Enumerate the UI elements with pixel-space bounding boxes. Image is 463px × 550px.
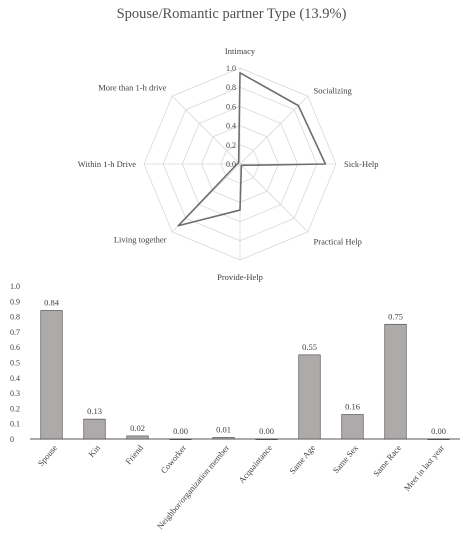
bar-category-label: Friend <box>123 442 145 466</box>
radar-tick-label: 0.2 <box>226 141 236 150</box>
bar-data-label: 0.84 <box>44 297 60 307</box>
bar-data-label: 0.75 <box>388 311 403 321</box>
radar-category-label: Sick-Help <box>344 159 378 169</box>
bar-y-tick-label: 0.9 <box>10 297 20 306</box>
bar <box>212 437 235 440</box>
bar-y-tick-label: 0.1 <box>10 420 20 429</box>
bar <box>169 438 192 440</box>
radar-category-label: Living together <box>114 235 167 245</box>
bar-y-tick-label: 1.0 <box>10 282 20 291</box>
radar-category-label: Practical Help <box>314 237 362 247</box>
bar <box>341 414 364 440</box>
radar-tick-label: 0.6 <box>226 102 236 111</box>
bar <box>427 438 450 440</box>
radar-tick-label: 0.4 <box>226 122 236 131</box>
bar-y-tick-label: 0.4 <box>10 374 20 383</box>
bar-data-label: 0.00 <box>173 426 188 436</box>
bar-data-label: 0.55 <box>302 342 317 352</box>
bar-y-tick-label: 0.6 <box>10 343 20 352</box>
bar <box>126 435 149 440</box>
chart-title: Spouse/Romantic partner Type (13.9%) <box>116 6 347 22</box>
bar-data-label: 0.16 <box>345 402 360 412</box>
bar-data-label: 0.00 <box>431 426 446 436</box>
bar-y-tick-label: 0.8 <box>10 313 20 322</box>
bar-category-label: Acquaintance <box>236 443 274 485</box>
bar <box>298 354 321 440</box>
bar-y-tick-label: 0.3 <box>10 389 20 398</box>
radar-category-labels: Intimacy Socializing Sick-Help Practical He… <box>78 46 379 282</box>
bar-data-labels: 0.84 0.13 0.02 0.00 0.01 0.00 0.55 0.16 0.75 0.00 <box>44 297 446 436</box>
bar-y-tick-label: 0.5 <box>10 359 20 368</box>
bar-y-tick-labels: 0 0.1 0.2 0.3 0.4 0.5 0.6 0.7 0.8 0.9 1.0 <box>10 282 20 444</box>
bar-data-label: 0.00 <box>259 426 274 436</box>
radar-category-label: More than 1-h drive <box>98 82 166 92</box>
radar-tick-labels: 0.0 0.2 0.4 0.6 0.8 1.0 <box>226 64 236 169</box>
bar <box>255 438 278 440</box>
radar-series <box>177 72 327 227</box>
bar-y-tick-label: 0 <box>10 435 14 444</box>
bar-data-label: 0.01 <box>216 424 231 434</box>
radar-category-label: Within 1-h Drive <box>78 159 136 169</box>
bar-category-label: Neighbor/organization member <box>155 443 231 531</box>
bar-data-label: 0.13 <box>87 406 102 416</box>
radar-category-label: Socializing <box>314 85 353 95</box>
bar <box>384 323 407 440</box>
radar-category-label: Provide-Help <box>217 272 263 282</box>
bar-y-tick-label: 0.2 <box>10 404 20 413</box>
radar-category-label: Intimacy <box>225 46 256 56</box>
bar-category-label: Same Race <box>371 443 403 479</box>
bar-category-label: Same Age <box>287 443 317 476</box>
bar-category-label: Meet in last year <box>402 443 446 493</box>
radar-spoke <box>239 95 309 165</box>
radar-tick-label: 0.8 <box>226 83 236 92</box>
radar-spoke <box>239 163 309 233</box>
bar-series <box>40 310 450 440</box>
bar-y-tick-label: 0.7 <box>10 328 20 337</box>
radar-tick-label: 0.0 <box>226 160 236 169</box>
radar-spoke <box>171 95 241 165</box>
bar-category-labels: Spouse Kin Friend CoworkerNeighbor/organiza… <box>36 442 447 531</box>
bar <box>40 310 63 440</box>
bar-data-label: 0.02 <box>130 423 145 433</box>
bar-category-label: Spouse <box>36 443 60 468</box>
bar-category-label: Kin <box>86 442 102 459</box>
bar-category-label: Coworker <box>159 443 189 476</box>
radar-series-line <box>177 72 327 227</box>
bar-category-label: Same Sex <box>331 442 361 475</box>
bar <box>83 418 106 440</box>
radar-tick-label: 1.0 <box>226 64 236 73</box>
